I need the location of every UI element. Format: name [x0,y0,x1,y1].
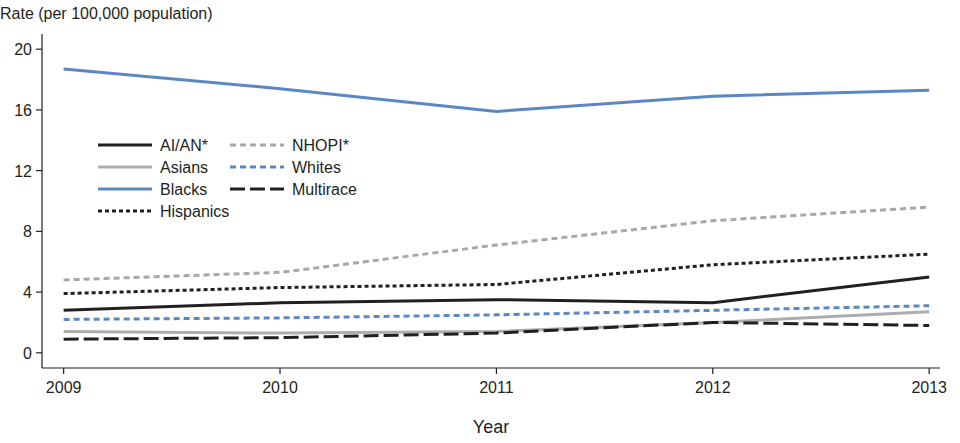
y-tick-label: 12 [14,163,32,180]
x-tick-label: 2012 [695,379,731,396]
y-tick [36,231,42,232]
series-line [64,322,930,339]
legend-swatch [230,144,284,147]
x-axis-label: Year [473,417,509,437]
legend-label: Hispanics [160,203,229,220]
y-tick [36,170,42,171]
y-tick [36,49,42,50]
y-axis [41,34,42,368]
legend-swatch [98,166,152,169]
x-tick [712,368,713,374]
x-tick-label: 2010 [262,379,298,396]
x-tick [279,368,280,374]
legend-swatch [98,144,152,147]
legend-label: Blacks [160,181,207,198]
legend-swatch [230,188,284,191]
series-line [64,254,930,293]
chart: Rate (per 100,000 population) 0 4 8 12 16 20 20… [0,0,960,443]
y-tick-label: 4 [23,284,32,301]
x-tick-label: 2013 [911,379,947,396]
y-tick-label: 8 [23,223,32,240]
y-tick-label: 20 [14,41,32,58]
series-line [64,306,930,320]
series-line [64,69,930,112]
plot-area [64,69,930,339]
legend-swatch [98,188,152,191]
legend-swatch [98,210,152,213]
x-tick [929,368,930,374]
y-axis-label: Rate (per 100,000 population) [0,5,213,22]
y-tick [36,291,42,292]
legend-swatch [230,166,284,169]
x-tick [496,368,497,374]
x-tick-label: 2009 [46,379,82,396]
legend-label: Whites [292,159,341,176]
legend-label: Multirace [292,181,357,198]
legend: AI/AN* Asians Blacks Hispanics NHOPI* Whites M… [98,137,357,220]
legend-label: NHOPI* [292,137,349,154]
y-tick [36,352,42,353]
y-tick-label: 0 [23,345,32,362]
legend-label: Asians [160,159,208,176]
y-tick [36,109,42,110]
x-axis [42,367,940,368]
x-tick-label: 2011 [479,379,514,396]
x-tick [63,368,64,374]
series-line [64,277,930,310]
y-tick-label: 16 [14,102,32,119]
legend-label: AI/AN* [160,137,208,154]
